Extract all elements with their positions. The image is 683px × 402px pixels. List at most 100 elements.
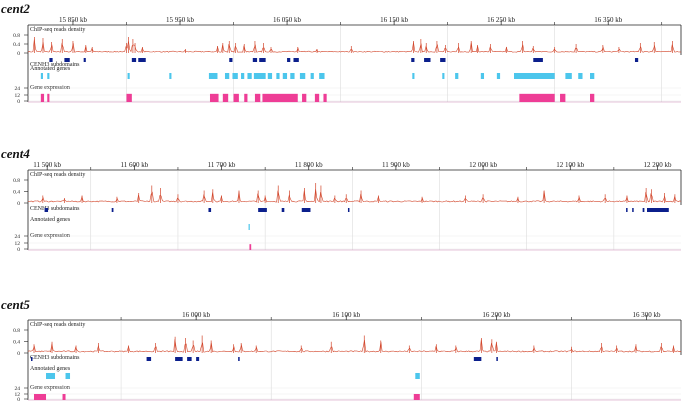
density-axis-tick: 0.8: [13, 33, 20, 39]
gene-block: [415, 373, 420, 379]
density-axis-tick: 0.8: [13, 178, 20, 184]
density-axis-tick: 0.8: [13, 328, 20, 334]
expression-axis-tick: 24: [15, 386, 21, 392]
gene-block: [565, 73, 572, 79]
subdomain-track-label: CENH3 subdomains: [30, 62, 80, 68]
expression-bar: [249, 244, 252, 250]
tick-label: 16 350 kb: [594, 16, 623, 24]
expression-axis-tick: 0: [17, 397, 20, 402]
genes-track-label: Annotated genes: [30, 66, 71, 72]
gene-block: [65, 373, 71, 379]
expression-bar: [244, 93, 248, 102]
subdomain-block: [632, 208, 634, 212]
subdomain-block: [83, 58, 86, 62]
gene-block: [590, 73, 595, 79]
subdomain-block: [252, 58, 258, 62]
tick-label: 11 800 kb: [295, 161, 323, 169]
gene-block: [253, 73, 266, 79]
subdomain-block: [293, 58, 299, 62]
subdomain-track-label: CENH3 subdomains: [30, 206, 80, 212]
gene-block: [224, 73, 230, 79]
expression-bar: [40, 93, 45, 102]
expression-bar: [222, 93, 229, 102]
subdomain-block: [642, 208, 645, 212]
subdomain-block: [258, 208, 267, 212]
gene-block: [319, 73, 325, 79]
gene-block: [247, 73, 252, 79]
gene-block: [412, 73, 415, 79]
tick-label: 15 850 kb: [59, 16, 88, 24]
expression-bar: [62, 394, 66, 400]
density-line: [27, 339, 682, 353]
density-track-label: ChIP-seq reads density: [30, 27, 85, 33]
subdomain-track-label: CENH3 subdomains: [30, 355, 80, 361]
subdomain-block: [281, 208, 285, 212]
expression-bar: [413, 394, 420, 400]
subdomain-block: [301, 208, 311, 212]
expression-bar: [302, 93, 307, 102]
subdomain-block: [111, 208, 114, 212]
density-axis-tick: 0.4: [13, 42, 20, 48]
density-track-label: ChIP-seq reads density: [30, 322, 85, 328]
density-axis-tick: 0.4: [13, 340, 20, 346]
density-axis-tick: 0: [17, 351, 20, 357]
tick-label: 16 150 kb: [380, 16, 409, 24]
density-line: [27, 189, 682, 203]
subdomain-block: [146, 357, 152, 361]
subdomain-block: [187, 357, 192, 361]
subdomain-block: [44, 208, 49, 212]
gene-block: [480, 73, 485, 79]
genes-track-label: Annotated genes: [30, 217, 71, 223]
subdomain-block: [496, 357, 498, 361]
gene-block: [514, 73, 555, 79]
tick-label: 16 100 kb: [332, 311, 361, 319]
tick-label: 16 200 kb: [482, 311, 511, 319]
expression-bar: [590, 93, 595, 102]
tick-label: 11 500 kb: [33, 161, 61, 169]
gene-block: [208, 73, 218, 79]
gene-block: [127, 73, 130, 79]
gene-block: [442, 73, 445, 79]
expression-bar: [323, 93, 327, 102]
gene-block: [299, 73, 306, 79]
expression-axis-tick: 0: [17, 99, 20, 105]
gene-block: [248, 224, 250, 230]
gene-block: [232, 73, 238, 79]
subdomain-block: [64, 58, 70, 62]
subdomain-block: [440, 58, 446, 62]
expression-axis-tick: 24: [15, 234, 21, 240]
density-axis-tick: 0: [17, 51, 20, 57]
tick-label: 12 100 kb: [556, 161, 585, 169]
gene-block: [169, 73, 172, 79]
subdomain-block: [208, 208, 212, 212]
subdomain-block: [347, 208, 350, 212]
tick-label: 15 950 kb: [166, 16, 195, 24]
expression-bar: [560, 93, 566, 102]
subdomain-block: [238, 357, 240, 361]
expression-bar: [519, 93, 555, 102]
subdomain-block: [626, 208, 628, 212]
genes-track-label: Annotated genes: [30, 366, 71, 372]
tick-label: 16 000 kb: [182, 311, 211, 319]
density-line: [27, 39, 682, 53]
gene-block: [282, 73, 288, 79]
expression-axis-tick: 0: [17, 247, 20, 253]
density-track-label: ChIP-seq reads density: [30, 172, 85, 178]
subdomain-block: [533, 58, 543, 62]
gene-block: [455, 73, 459, 79]
tick-label: 11 600 kb: [120, 161, 148, 169]
gene-block: [241, 73, 245, 79]
subdomain-block: [196, 357, 200, 361]
subdomain-block: [411, 58, 415, 62]
subdomain-block: [49, 58, 53, 62]
expression-bar: [233, 93, 239, 102]
expression-axis-tick: 12: [15, 93, 21, 99]
tick-label: 11 900 kb: [382, 161, 410, 169]
subdomain-block: [259, 58, 266, 62]
subdomain-block: [424, 58, 431, 62]
tick-label: 16 300 kb: [632, 311, 661, 319]
subdomain-block: [31, 357, 33, 361]
tick-label: 16 250 kb: [487, 16, 516, 24]
tick-label: 11 700 kb: [208, 161, 236, 169]
